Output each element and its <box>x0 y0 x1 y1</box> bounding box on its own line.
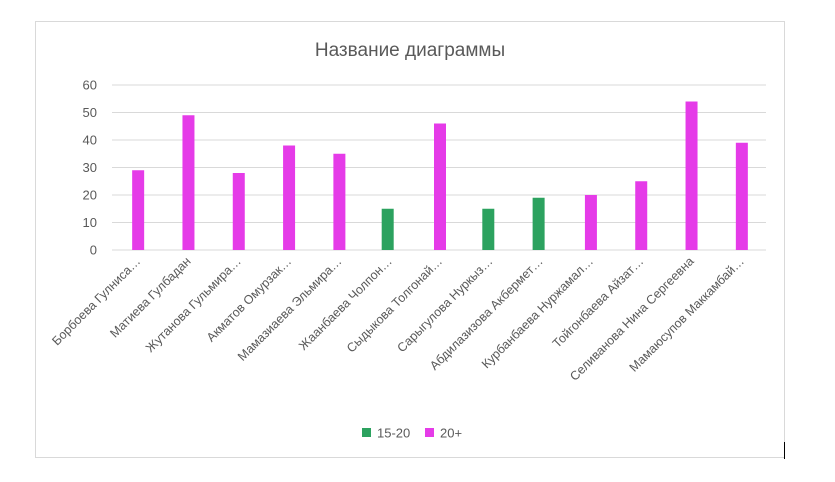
text-cursor <box>784 442 785 459</box>
x-category-label: Жутанова Гульмира… <box>143 254 244 355</box>
chart-title: Название диаграммы <box>315 40 505 61</box>
bar-20plus <box>283 145 296 250</box>
bar-20plus <box>132 170 145 250</box>
x-category-label: Борбоева Гулниса… <box>49 254 143 348</box>
legend: 15-20 20+ <box>362 426 462 441</box>
y-tick-label: 60 <box>83 78 97 93</box>
x-category-label: Тойгонбаева Айзат… <box>550 254 646 350</box>
x-category-label: Акматов Омурзак… <box>204 254 294 344</box>
chart-container <box>35 21 785 458</box>
x-category-label: Мамазиаева Эльмира… <box>235 254 344 363</box>
bar-20plus <box>232 173 245 250</box>
legend-swatch <box>425 428 434 437</box>
x-category-label: Сарыгулова Нуркыз… <box>395 254 496 355</box>
bar-15-20 <box>381 208 394 250</box>
bar-20plus <box>584 195 597 250</box>
x-category-label: Сыдыкова Толгонай… <box>344 254 445 355</box>
x-axis-labels: Борбоева Гулниса…Матиева ГулбаданЖутанов… <box>49 254 747 383</box>
legend-label: 15-20 <box>377 426 410 441</box>
bar-15-20 <box>482 208 495 250</box>
bars <box>132 101 748 250</box>
y-tick-label: 30 <box>83 160 97 175</box>
bar-20plus <box>182 115 195 250</box>
x-category-label: Жаанбаева Чолпон… <box>296 254 395 353</box>
y-tick-label: 20 <box>83 188 97 203</box>
bar-15-20 <box>532 197 545 250</box>
bar-20plus <box>635 181 648 250</box>
bar-20plus <box>685 101 698 250</box>
bar-20plus <box>333 153 346 250</box>
y-tick-label: 50 <box>83 105 97 120</box>
bar-20plus <box>434 123 446 250</box>
y-tick-label: 10 <box>83 215 97 230</box>
legend-label: 20+ <box>440 426 462 441</box>
y-tick-label: 40 <box>83 133 97 148</box>
bar-20plus <box>735 142 748 250</box>
y-tick-label: 0 <box>90 243 97 258</box>
legend-swatch <box>362 428 371 437</box>
y-axis-ticks: 0 10 20 30 40 50 60 <box>83 78 97 258</box>
